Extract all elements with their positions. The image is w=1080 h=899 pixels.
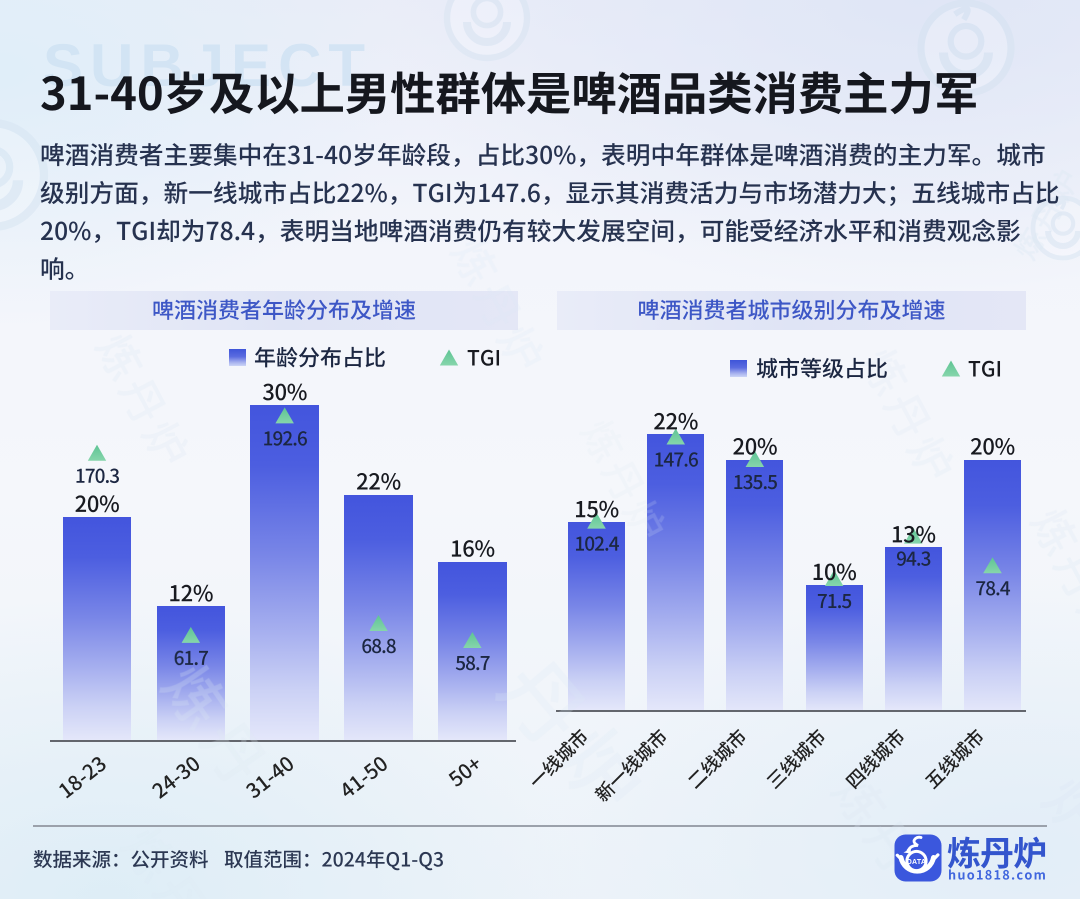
svg-text:DATA: DATA (907, 859, 927, 866)
svg-text:SUBJECT: SUBJECT (43, 32, 372, 99)
